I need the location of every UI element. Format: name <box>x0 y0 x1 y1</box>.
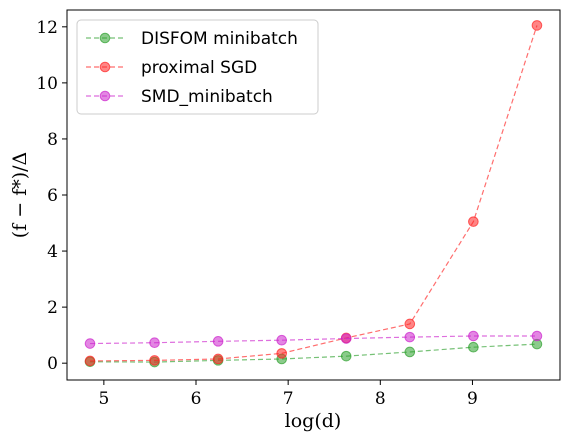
legend-entry: DISFOM minibatch <box>86 29 298 49</box>
data-point <box>468 216 479 227</box>
legend-entry: proximal SGD <box>86 58 257 78</box>
legend-marker <box>99 90 111 102</box>
plot-marks <box>84 20 543 368</box>
x-tick-label: 9 <box>467 389 478 409</box>
x-tick-label: 7 <box>283 389 294 409</box>
data-point <box>340 333 352 344</box>
data-point <box>84 355 96 367</box>
data-point <box>149 355 160 366</box>
data-point <box>404 331 416 343</box>
data-point <box>404 318 416 330</box>
series-line <box>90 343 537 363</box>
y-tick-label: 12 <box>36 18 58 38</box>
legend-label: SMD_minibatch <box>141 87 273 107</box>
x-tick-label: 8 <box>375 389 386 409</box>
data-point <box>149 337 160 349</box>
y-tick-label: 6 <box>47 186 58 206</box>
x-axis-label: log(d) <box>285 410 342 432</box>
x-tick-label: 5 <box>98 389 109 409</box>
legend-entry: SMD_minibatch <box>86 87 273 107</box>
data-point <box>468 330 479 342</box>
y-tick-label: 8 <box>47 130 58 150</box>
legend-label: proximal SGD <box>141 58 257 78</box>
data-point <box>404 346 416 358</box>
y-tick-label: 4 <box>47 242 58 262</box>
y-tick-label: 10 <box>36 74 58 94</box>
data-point <box>468 341 479 353</box>
x-tick-label: 6 <box>191 389 202 409</box>
legend: DISFOM minibatch proximal SGD SMD_minibatc… <box>76 19 319 115</box>
data-point <box>276 334 288 346</box>
axes: 5 6 7 8 9 0 2 4 6 8 10 12 <box>36 18 478 409</box>
data-point <box>531 330 543 342</box>
data-point <box>340 350 352 362</box>
legend-label: DISFOM minibatch <box>141 29 298 49</box>
series-3 <box>84 330 543 349</box>
series-line <box>90 335 537 345</box>
y-tick-label: 0 <box>47 354 58 374</box>
data-point <box>531 20 543 31</box>
y-tick-label: 2 <box>47 298 58 318</box>
legend-marker <box>99 32 111 44</box>
y-axis-label: (f − f*)/Δ <box>9 152 31 239</box>
data-point <box>212 353 224 365</box>
data-point <box>84 338 96 349</box>
data-point <box>276 348 288 359</box>
data-point <box>212 336 224 347</box>
legend-box <box>76 19 319 115</box>
legend-marker <box>99 61 111 73</box>
series-line <box>90 25 538 362</box>
